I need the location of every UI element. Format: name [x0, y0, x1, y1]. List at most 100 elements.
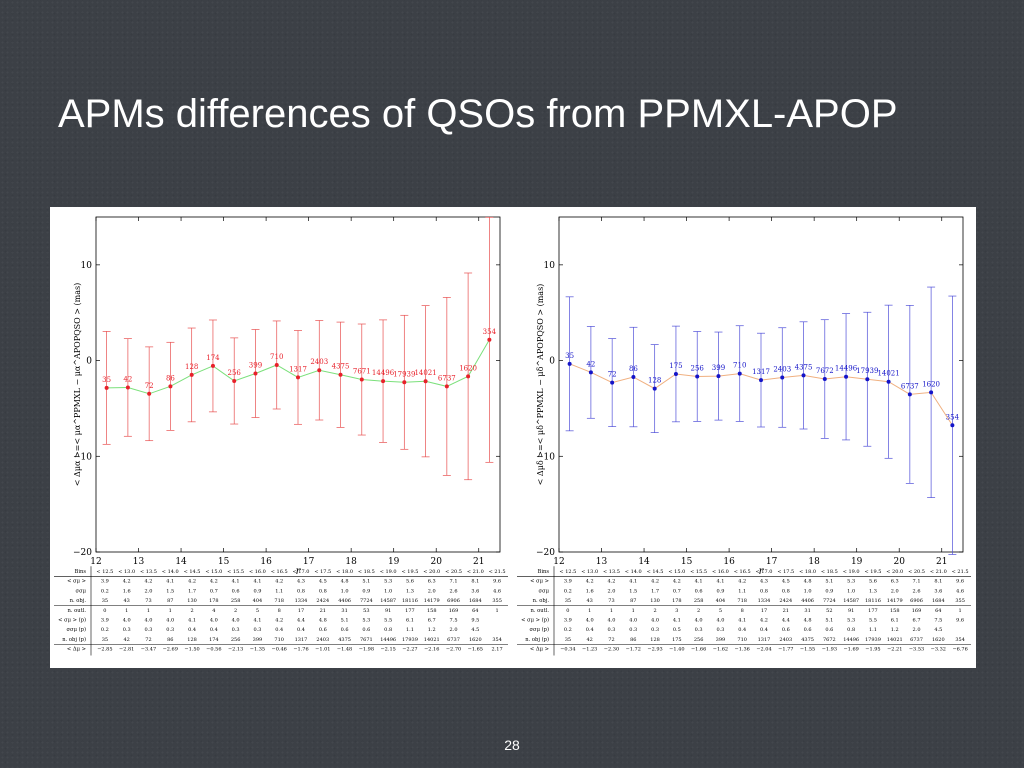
x-tick-label: 12 [553, 557, 564, 567]
table-cell: < 15.5 [227, 569, 244, 575]
table-cell: 4.4 [782, 618, 790, 624]
table-cell: < 16.5 [271, 569, 288, 575]
table-cell: 43 [123, 598, 129, 604]
table-cell: 1620 [469, 637, 482, 643]
table-cell: 4.2 [738, 579, 746, 585]
table-cell: −1.72 [626, 647, 641, 653]
table-cell: < 14.0 [162, 569, 179, 575]
table-cell: −1.48 [337, 647, 352, 653]
table-cell: 7.5 [450, 618, 458, 624]
data-label: 2403 [310, 358, 328, 366]
table-cell: 0.8 [384, 627, 392, 633]
data-label: 174 [206, 354, 220, 362]
table-cell: 9.6 [956, 579, 964, 585]
table-cell: 177 [405, 608, 415, 614]
table-cell: 0.8 [847, 627, 855, 633]
table-cell: 1.2 [891, 627, 899, 633]
table-cell: 4.5 [319, 579, 327, 585]
table-cell: 404 [716, 598, 726, 604]
table-cell: −1.66 [691, 647, 706, 653]
data-point [822, 377, 827, 382]
table-cell: 256 [694, 637, 704, 643]
data-label: 256 [691, 364, 705, 372]
table-cell: 17 [298, 608, 304, 614]
table-row-label: n. outl. [68, 608, 87, 614]
table-cell: −2.04 [756, 647, 771, 653]
table-cell: 4.0 [629, 618, 637, 624]
table-cell: 0.4 [210, 627, 218, 633]
table-cell: 7672 [823, 637, 836, 643]
x-tick-label: 21 [473, 557, 484, 567]
data-label: 710 [733, 362, 746, 370]
table-cell: −0.34 [560, 647, 575, 653]
data-point [444, 384, 449, 389]
table-cell: 18116 [402, 598, 418, 604]
table-cell: 0.4 [275, 627, 283, 633]
table-cell: 4.0 [695, 618, 703, 624]
data-label: 175 [669, 362, 682, 370]
data-label: 6737 [901, 382, 919, 390]
table-cell: < 21.5 [952, 569, 969, 575]
table-row-label: n. obj (p) [62, 636, 86, 643]
table-cell: 73 [608, 598, 614, 604]
table-cell: 1.5 [166, 588, 174, 594]
table-cell: 2.0 [913, 627, 921, 633]
table-cell: 1.0 [341, 588, 349, 594]
table-cell: 4.2 [673, 579, 681, 585]
table-cell: 354 [492, 637, 502, 643]
y-tick-label: 10 [544, 261, 556, 271]
x-tick-label: 13 [596, 557, 608, 567]
table-row-label: n. obj. [70, 598, 87, 604]
data-label: 72 [608, 371, 617, 379]
table-cell: 4 [212, 608, 215, 614]
table-cell: 6737 [447, 637, 460, 643]
x-tick-label: 18 [808, 557, 820, 567]
table-cell: 1.5 [629, 588, 637, 594]
table-cell: 128 [187, 637, 197, 643]
y-tick-label: −20 [536, 548, 555, 558]
table-cell: < 19.5 [864, 569, 881, 575]
table-cell: 0.3 [629, 627, 637, 633]
table-cell: 3.6 [471, 588, 479, 594]
table-cell: 2.0 [450, 627, 458, 633]
table-cell: 0.9 [362, 588, 370, 594]
table-cell: 42 [586, 637, 592, 643]
table-cell: −0.56 [206, 647, 221, 653]
data-point [466, 374, 471, 379]
table-cell: 1 [610, 608, 613, 614]
data-label: 42 [123, 375, 132, 383]
table-cell: 0.4 [297, 627, 305, 633]
x-tick-label: 15 [681, 557, 693, 567]
table-cell: 52 [826, 608, 832, 614]
data-label: 1620 [459, 364, 477, 372]
table-cell: 128 [650, 637, 660, 643]
table-cell: 1 [632, 608, 635, 614]
data-label: 17939 [393, 370, 415, 378]
table-cell: 21 [320, 608, 326, 614]
table-row-label: < Δμ > [530, 647, 549, 653]
table-cell: 4.0 [123, 618, 131, 624]
x-tick-label: 21 [936, 557, 947, 567]
x-axis-label: r [759, 566, 765, 577]
table-cell: 9.5 [471, 618, 479, 624]
table-cell: 7671 [360, 637, 373, 643]
table-cell: −1.55 [800, 647, 815, 653]
table-cell: 4.5 [471, 627, 479, 633]
table-cell: 4.0 [607, 618, 615, 624]
table-cell: 0.4 [738, 627, 746, 633]
table-cell: 2424 [316, 598, 329, 604]
table-cell: 1317 [295, 637, 308, 643]
table-cell: 87 [630, 598, 636, 604]
table-cell: 4.1 [629, 579, 637, 585]
data-point [716, 374, 721, 379]
table-cell: 2 [190, 608, 193, 614]
table-cell: −2.30 [604, 647, 619, 653]
table-cell: 0.4 [188, 627, 196, 633]
table-cell: 1.1 [406, 627, 414, 633]
data-point [610, 380, 615, 385]
data-point [487, 337, 492, 342]
table-cell: 35 [102, 598, 108, 604]
table-cell: −2.85 [97, 647, 112, 653]
table-cell: 5.3 [362, 618, 370, 624]
